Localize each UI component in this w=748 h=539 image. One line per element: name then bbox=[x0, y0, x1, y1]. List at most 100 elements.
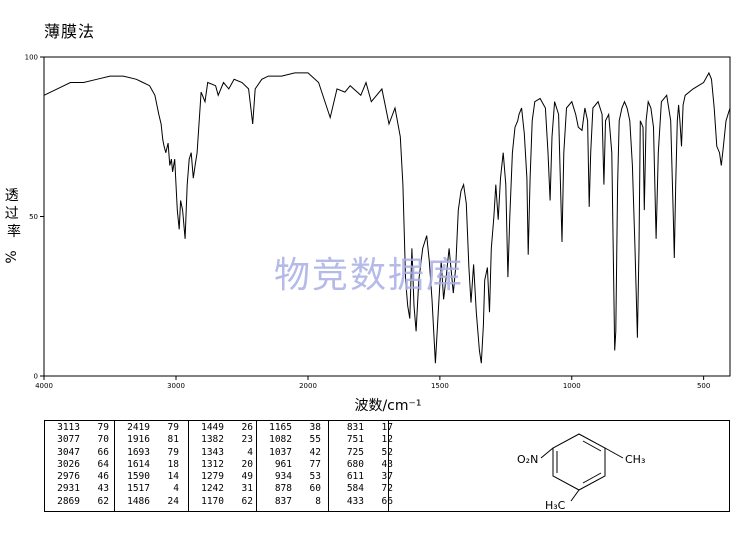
peak-wavenumber: 680 bbox=[346, 458, 364, 470]
peak-transmittance: 12 bbox=[381, 434, 393, 446]
peak-wavenumber: 2976 bbox=[57, 471, 80, 483]
peak-transmittance: 37 bbox=[381, 471, 393, 483]
peak-wavenumber: 3026 bbox=[57, 458, 80, 470]
peak-row: 1242 31 bbox=[189, 483, 256, 495]
peak-row: 2869 62 bbox=[45, 496, 114, 508]
peak-transmittance: 60 bbox=[309, 483, 321, 495]
peak-row: 1517 4 bbox=[115, 483, 188, 495]
peak-row: 2931 43 bbox=[45, 483, 114, 495]
peak-wavenumber: 1382 bbox=[201, 434, 224, 446]
x-axis-ticks: 4000 3000 2000 1500 1000 500 bbox=[35, 376, 710, 390]
peak-transmittance: 38 bbox=[309, 422, 321, 433]
peak-wavenumber: 1279 bbox=[201, 471, 224, 483]
benzene-ring bbox=[552, 433, 606, 491]
peak-wavenumber: 3077 bbox=[57, 434, 80, 446]
peak-row: 1693 79 bbox=[115, 447, 188, 459]
methyl-bottom-label: H₃C bbox=[545, 499, 566, 511]
peak-transmittance: 77 bbox=[309, 458, 321, 470]
y-axis-label: 透 过 率 bbox=[5, 188, 23, 240]
peak-column: 2419 79 1916 81 1693 79 1614 18 1590 14 1517 4 1486 2… bbox=[115, 421, 189, 511]
y-axis-ticks: 0 50 100 bbox=[25, 54, 44, 381]
x-tick-label: 4000 bbox=[35, 382, 53, 390]
peak-wavenumber: 1916 bbox=[127, 434, 150, 446]
peak-row: 751 12 bbox=[329, 434, 393, 446]
peak-row: 611 37 bbox=[329, 471, 393, 483]
peak-row: 1614 18 bbox=[115, 459, 188, 471]
peak-row: 1486 24 bbox=[115, 496, 188, 508]
peak-transmittance: 18 bbox=[167, 458, 179, 470]
peak-wavenumber: 1343 bbox=[201, 446, 224, 458]
peak-wavenumber: 1082 bbox=[269, 434, 292, 446]
peak-wavenumber: 961 bbox=[274, 458, 292, 470]
peak-wavenumber: 934 bbox=[274, 471, 292, 483]
peak-transmittance: 70 bbox=[97, 434, 109, 446]
peak-transmittance: 81 bbox=[167, 434, 179, 446]
peak-wavenumber: 1449 bbox=[201, 422, 224, 433]
x-tick-label: 1500 bbox=[431, 382, 449, 390]
peak-wavenumber: 1517 bbox=[127, 483, 150, 495]
peak-column: 831 17 751 12 725 52 680 43 611 37 584 72 433 66 bbox=[329, 421, 393, 511]
peak-wavenumber: 3113 bbox=[57, 422, 80, 433]
peak-row: 1449 26 bbox=[189, 422, 256, 434]
y-tick-label: 0 bbox=[34, 373, 38, 381]
peak-row: 1165 38 bbox=[257, 422, 328, 434]
x-axis-label: 波数/cm⁻¹ bbox=[354, 398, 421, 414]
peak-transmittance: 43 bbox=[97, 483, 109, 495]
peak-row: 584 72 bbox=[329, 483, 393, 495]
peak-row: 1082 55 bbox=[257, 434, 328, 446]
peak-transmittance: 8 bbox=[315, 495, 321, 507]
x-tick-label: 3000 bbox=[167, 382, 185, 390]
peak-transmittance: 53 bbox=[309, 471, 321, 483]
peak-row: 433 66 bbox=[329, 496, 393, 508]
peak-wavenumber: 584 bbox=[346, 483, 364, 495]
peak-row: 934 53 bbox=[257, 471, 328, 483]
peak-row: 1037 42 bbox=[257, 447, 328, 459]
peak-transmittance: 49 bbox=[241, 471, 253, 483]
x-tick-label: 2000 bbox=[299, 382, 317, 390]
peak-row: 2976 46 bbox=[45, 471, 114, 483]
peak-row: 1343 4 bbox=[189, 447, 256, 459]
ir-spectrum-chart: 0 50 100 4000 3000 2000 1500 1000 500 波数/cm⁻¹ %… bbox=[4, 54, 731, 414]
peak-transmittance: 20 bbox=[241, 458, 253, 470]
x-tick-label: 500 bbox=[697, 382, 710, 390]
peak-transmittance: 79 bbox=[97, 422, 109, 433]
peak-row: 3026 64 bbox=[45, 459, 114, 471]
peak-row: 3077 70 bbox=[45, 434, 114, 446]
peak-transmittance: 17 bbox=[381, 422, 393, 433]
peak-transmittance: 43 bbox=[381, 458, 393, 470]
methyl-bottom-bond bbox=[570, 489, 580, 502]
peak-wavenumber: 2869 bbox=[57, 495, 80, 507]
peak-transmittance: 24 bbox=[167, 495, 179, 507]
peak-wavenumber: 1312 bbox=[201, 458, 224, 470]
methyl-right-bond bbox=[604, 447, 624, 459]
peak-table: 3113 79 3077 70 3047 66 3026 64 2976 46 2931 43 2869… bbox=[44, 420, 730, 512]
peak-wavenumber: 1486 bbox=[127, 495, 150, 507]
peak-transmittance: 4 bbox=[247, 446, 253, 458]
peak-wavenumber: 831 bbox=[346, 422, 364, 433]
peak-wavenumber: 1170 bbox=[201, 495, 224, 507]
peak-wavenumber: 1037 bbox=[269, 446, 292, 458]
peak-row: 1382 23 bbox=[189, 434, 256, 446]
peak-row: 1170 62 bbox=[189, 496, 256, 508]
peak-transmittance: 42 bbox=[309, 446, 321, 458]
peak-transmittance: 66 bbox=[97, 446, 109, 458]
peak-transmittance: 52 bbox=[381, 446, 393, 458]
peak-row: 680 43 bbox=[329, 458, 393, 471]
peak-row: 3047 66 bbox=[45, 447, 114, 459]
peak-wavenumber: 751 bbox=[346, 434, 364, 446]
peak-transmittance: 62 bbox=[97, 495, 109, 507]
peak-row: 1590 14 bbox=[115, 471, 188, 483]
peak-wavenumber: 878 bbox=[274, 483, 292, 495]
peak-wavenumber: 1242 bbox=[201, 483, 224, 495]
x-tick-label: 1000 bbox=[563, 382, 581, 390]
peak-row: 1312 20 bbox=[189, 459, 256, 471]
peak-row: 725 52 bbox=[329, 447, 393, 459]
peak-row: 878 60 bbox=[257, 483, 328, 495]
peak-transmittance: 66 bbox=[381, 495, 393, 507]
peak-transmittance: 23 bbox=[241, 434, 253, 446]
peak-transmittance: 14 bbox=[167, 471, 179, 483]
peak-row: 961 77 bbox=[257, 459, 328, 471]
peak-wavenumber: 1693 bbox=[127, 446, 150, 458]
peak-transmittance: 62 bbox=[241, 495, 253, 507]
method-label: 薄膜法 bbox=[44, 22, 96, 41]
